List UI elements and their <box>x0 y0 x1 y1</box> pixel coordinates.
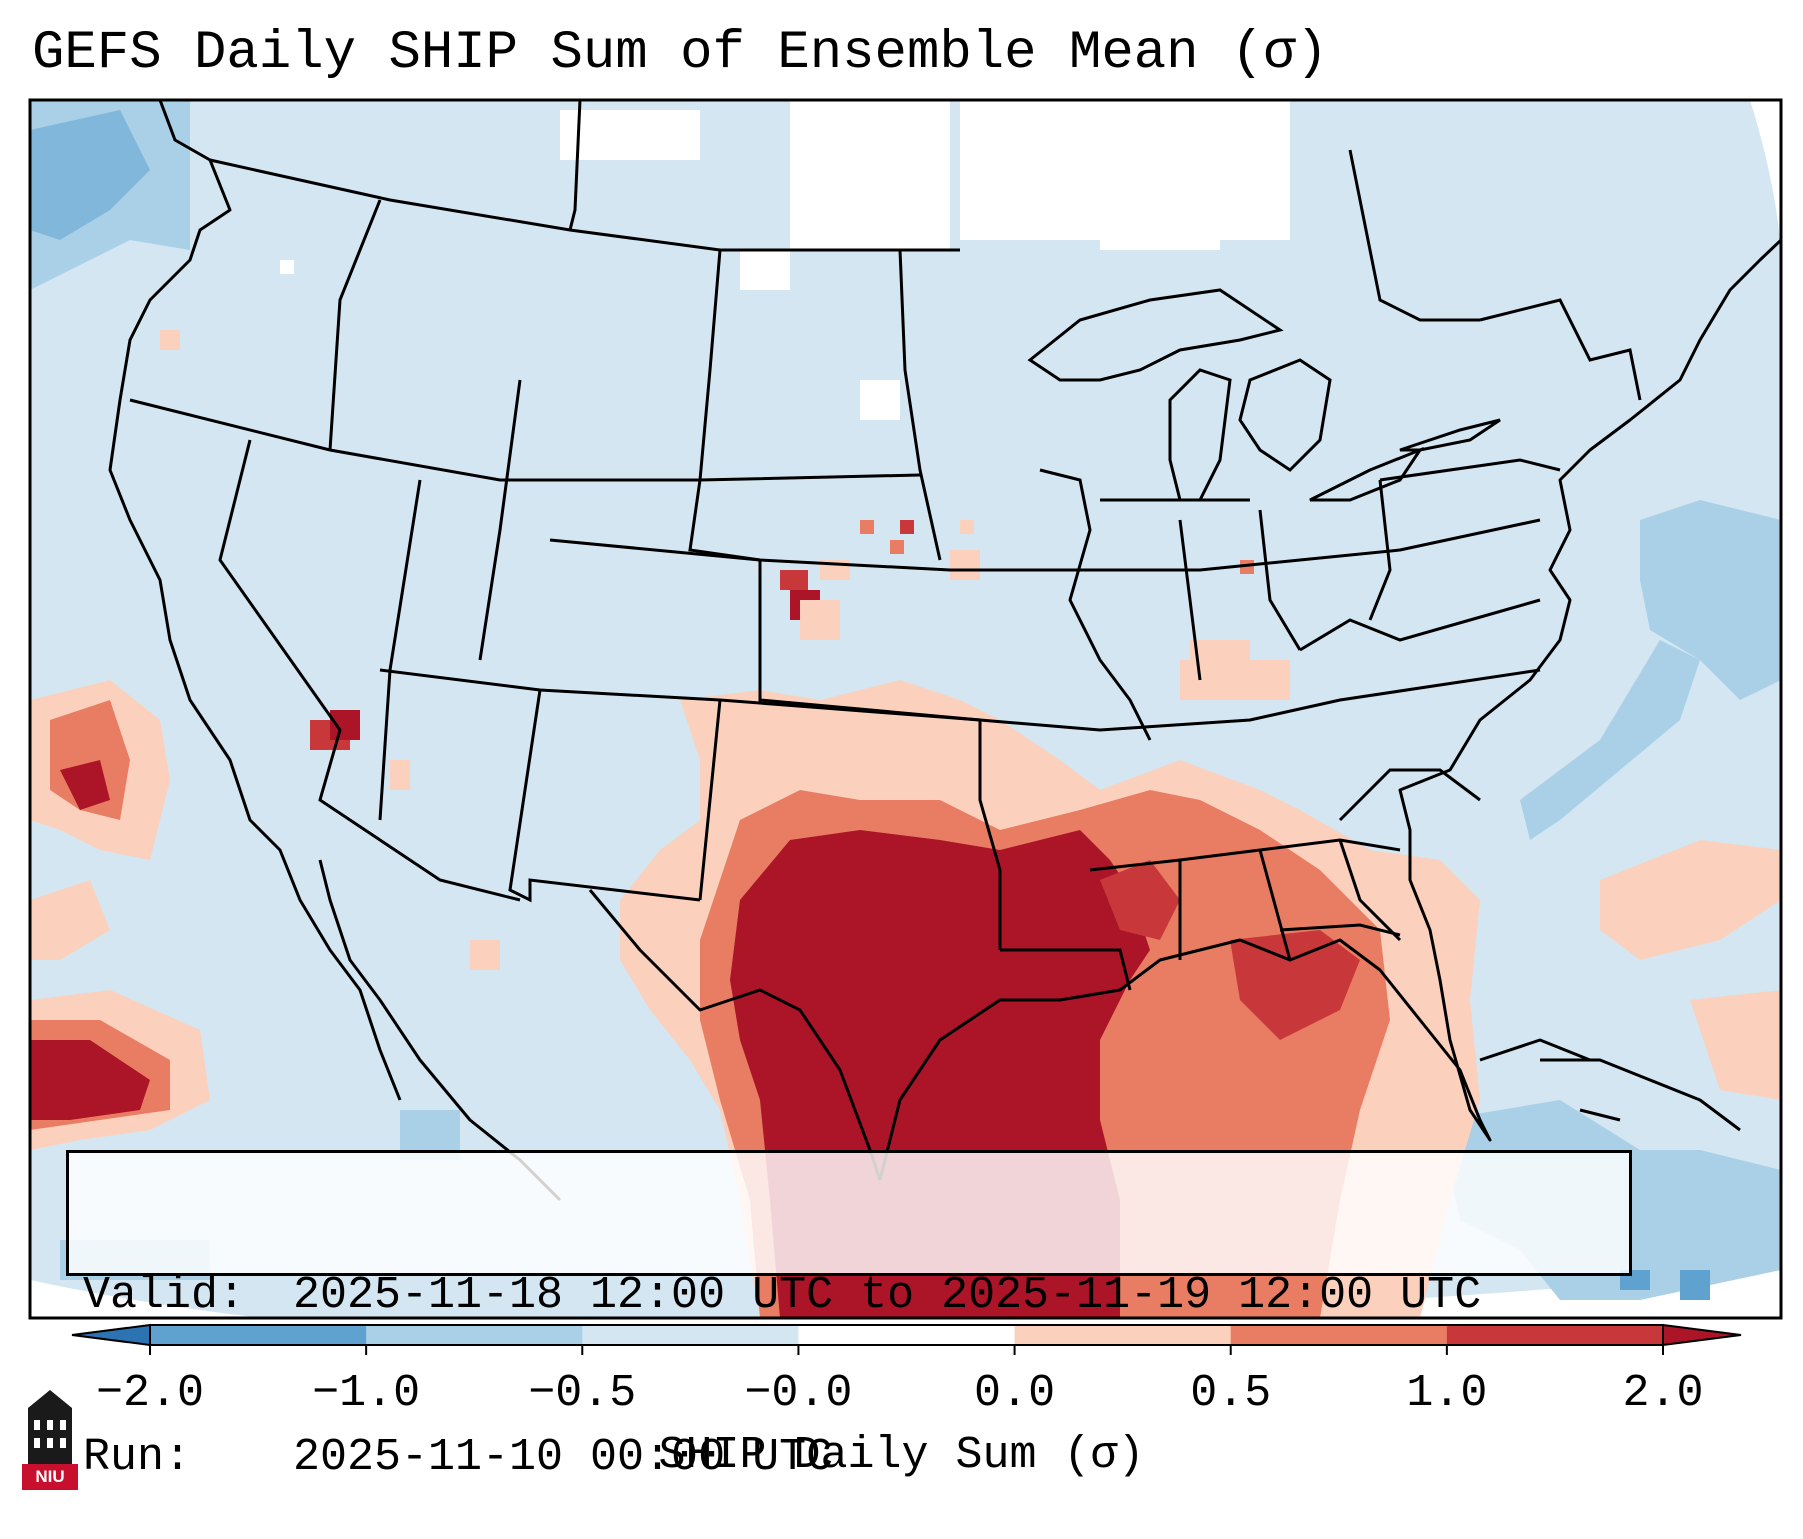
positive-anomaly-pacific <box>30 680 210 1150</box>
colorbar <box>71 1323 1742 1355</box>
colorbar-segment <box>582 1325 799 1345</box>
valid-row: Valid: 2025-11-18 12:00 UTC to 2025-11-19… <box>83 1269 1615 1323</box>
run-label: Run: <box>83 1432 192 1483</box>
colorbar-outline <box>149 1324 1664 1346</box>
map-frame <box>28 98 1783 1320</box>
state-borders <box>129 100 1642 991</box>
colorbar-tick-label: −0.5 <box>528 1368 637 1419</box>
run-value: 2025-11-10 00:00 UTC <box>293 1432 834 1483</box>
zero-areas <box>280 100 1290 420</box>
colorbar-tick-label: 0.5 <box>1190 1368 1272 1419</box>
colorbar-tick-label: 1.0 <box>1406 1368 1488 1419</box>
niu-logo-text: NIU <box>22 1464 78 1490</box>
colorbar-segment <box>798 1325 1016 1345</box>
positive-anomaly-atlantic <box>1600 840 1781 1100</box>
valid-label: Valid: <box>83 1270 246 1321</box>
colorbar-label: SHIP Daily Sum (σ) <box>658 1430 1145 1481</box>
domain-corner <box>1750 100 1781 250</box>
colorbar-tick-label: −1.0 <box>312 1368 421 1419</box>
chart-title: GEFS Daily SHIP Sum of Ensemble Mean (σ) <box>32 23 1329 84</box>
colorbar-segment <box>1230 1325 1448 1345</box>
colorbar-tick-label: −0.0 <box>744 1368 853 1419</box>
great-lakes <box>1027 288 1501 502</box>
colorbar-arrow-high <box>1662 1323 1742 1347</box>
building-icon <box>28 1390 72 1466</box>
colorbar-segment <box>1446 1325 1664 1345</box>
valid-run-box: Valid: 2025-11-18 12:00 UTC to 2025-11-19… <box>66 1150 1632 1483</box>
colorbar-segment <box>366 1325 583 1345</box>
colorbar-segment <box>1014 1325 1232 1345</box>
colorbar-tick-label: 0.0 <box>974 1368 1056 1419</box>
niu-logo: NIU <box>22 1390 78 1490</box>
valid-value: 2025-11-18 12:00 UTC to 2025-11-19 12:00… <box>293 1270 1482 1321</box>
colorbar-tick-label: 2.0 <box>1622 1368 1704 1419</box>
colorbar-tick-label: −2.0 <box>95 1368 205 1419</box>
run-row: Run: 2025-11-10 00:00 UTC <box>83 1431 1615 1485</box>
colorbar-segment <box>150 1325 367 1345</box>
plains-pixels <box>160 330 1290 970</box>
